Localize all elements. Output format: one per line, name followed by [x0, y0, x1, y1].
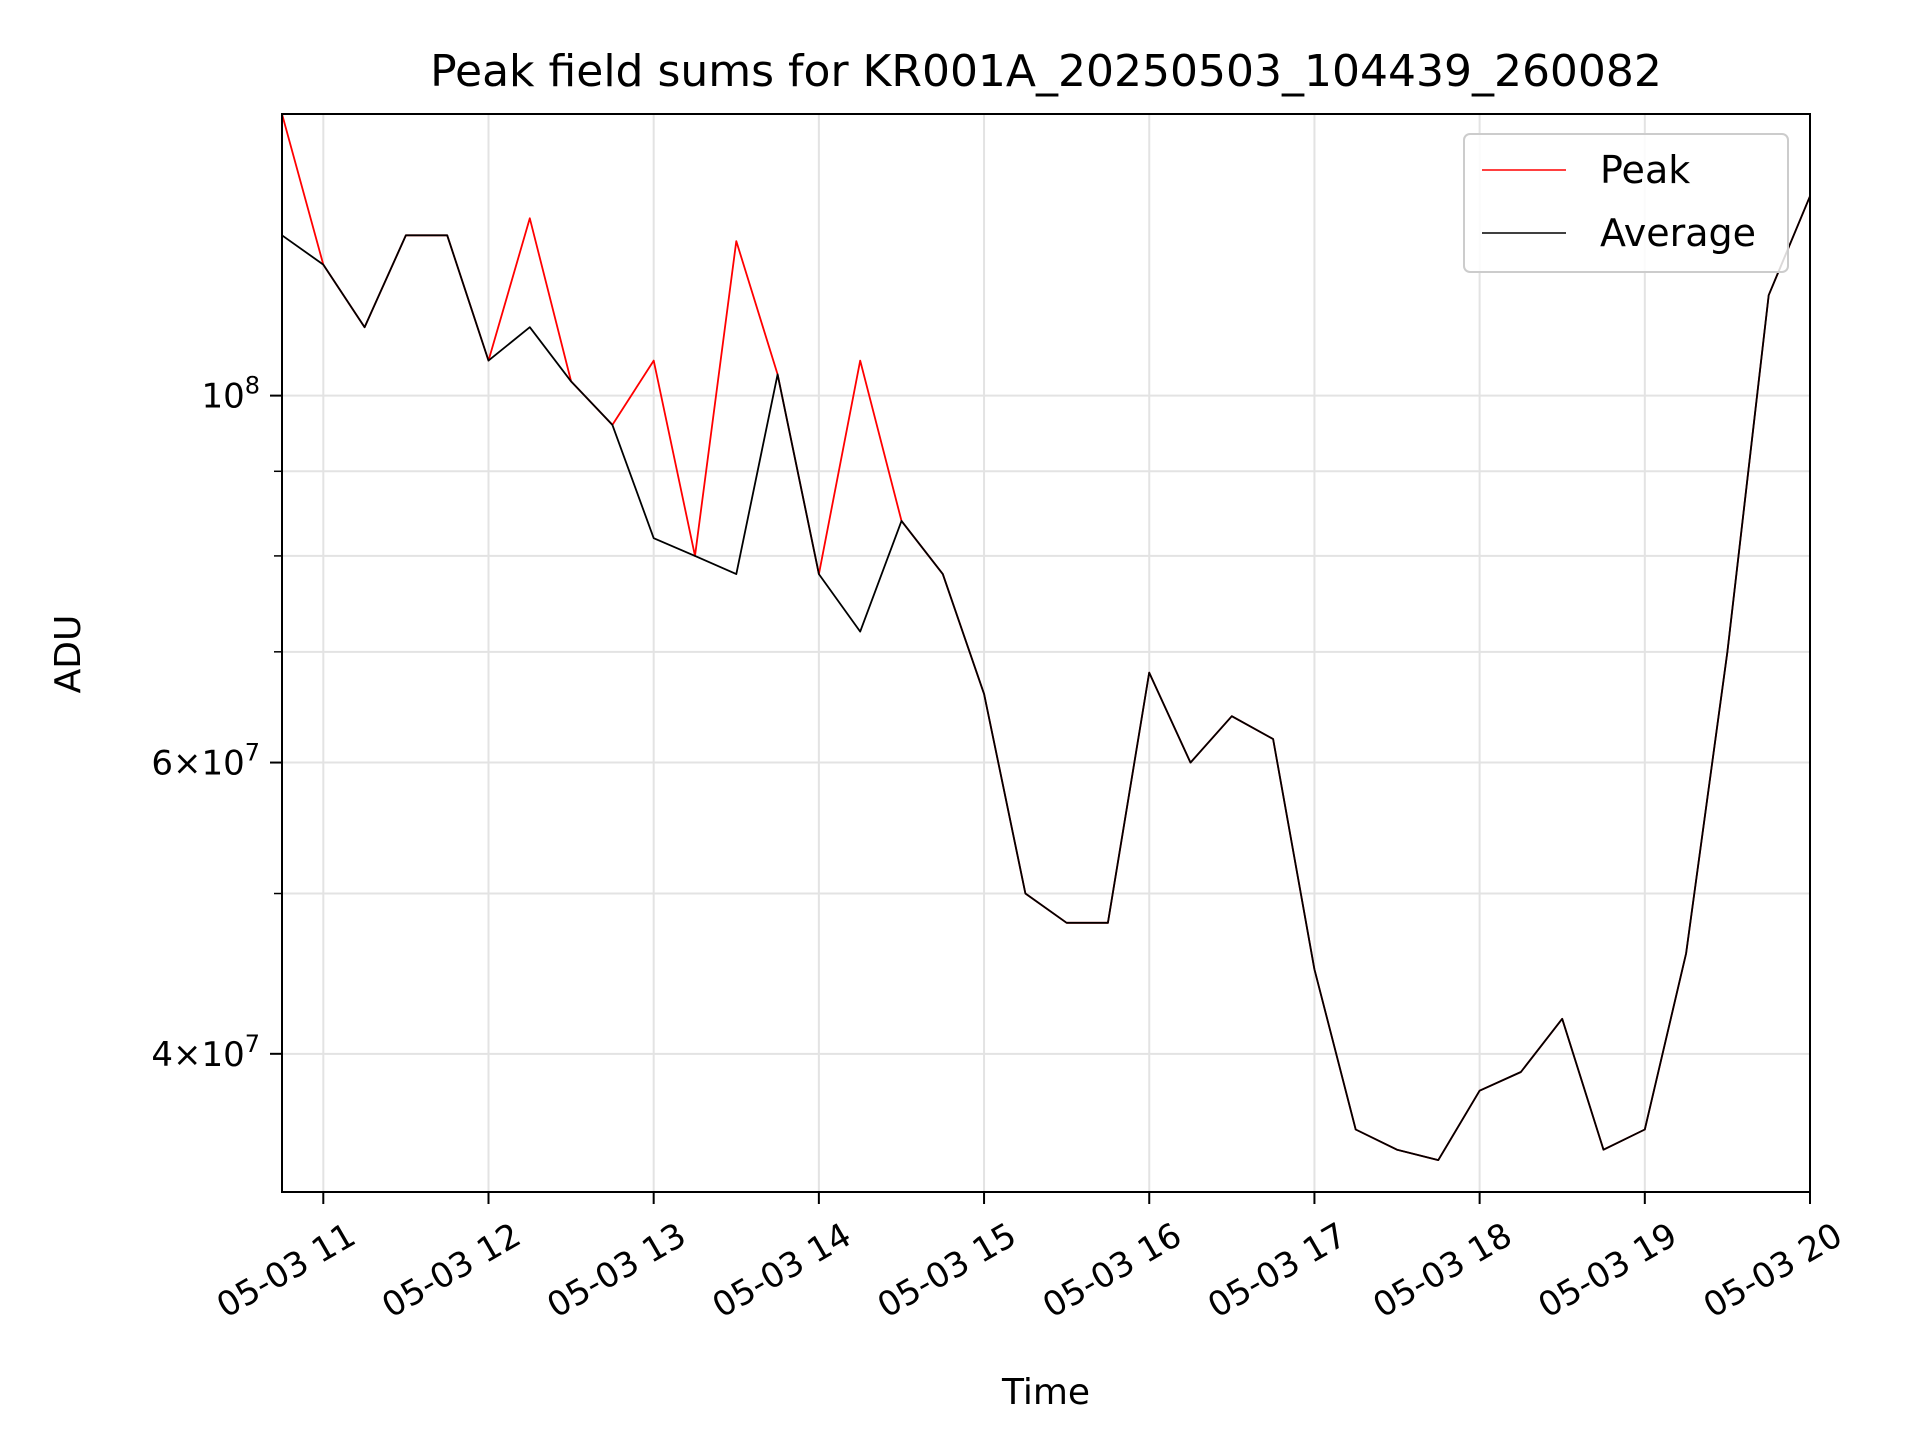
y-tick-label: 108 — [201, 372, 260, 417]
legend-average-label: Average — [1600, 211, 1756, 255]
x-axis-title: Time — [1001, 1372, 1090, 1413]
y-tick-label: 6×107 — [151, 739, 260, 784]
chart-title: Peak field sums for KR001A_20250503_1044… — [430, 46, 1662, 97]
legend: Peak Average — [1463, 133, 1789, 273]
plot-frame — [281, 113, 1811, 1193]
y-tick-label: 4×107 — [151, 1030, 260, 1075]
legend-peak-label: Peak — [1600, 148, 1690, 192]
series-line-average — [281, 195, 1811, 1161]
y-axis-title: ADU — [48, 615, 89, 694]
series-layer — [281, 113, 1811, 1161]
legend-box — [1463, 133, 1789, 273]
